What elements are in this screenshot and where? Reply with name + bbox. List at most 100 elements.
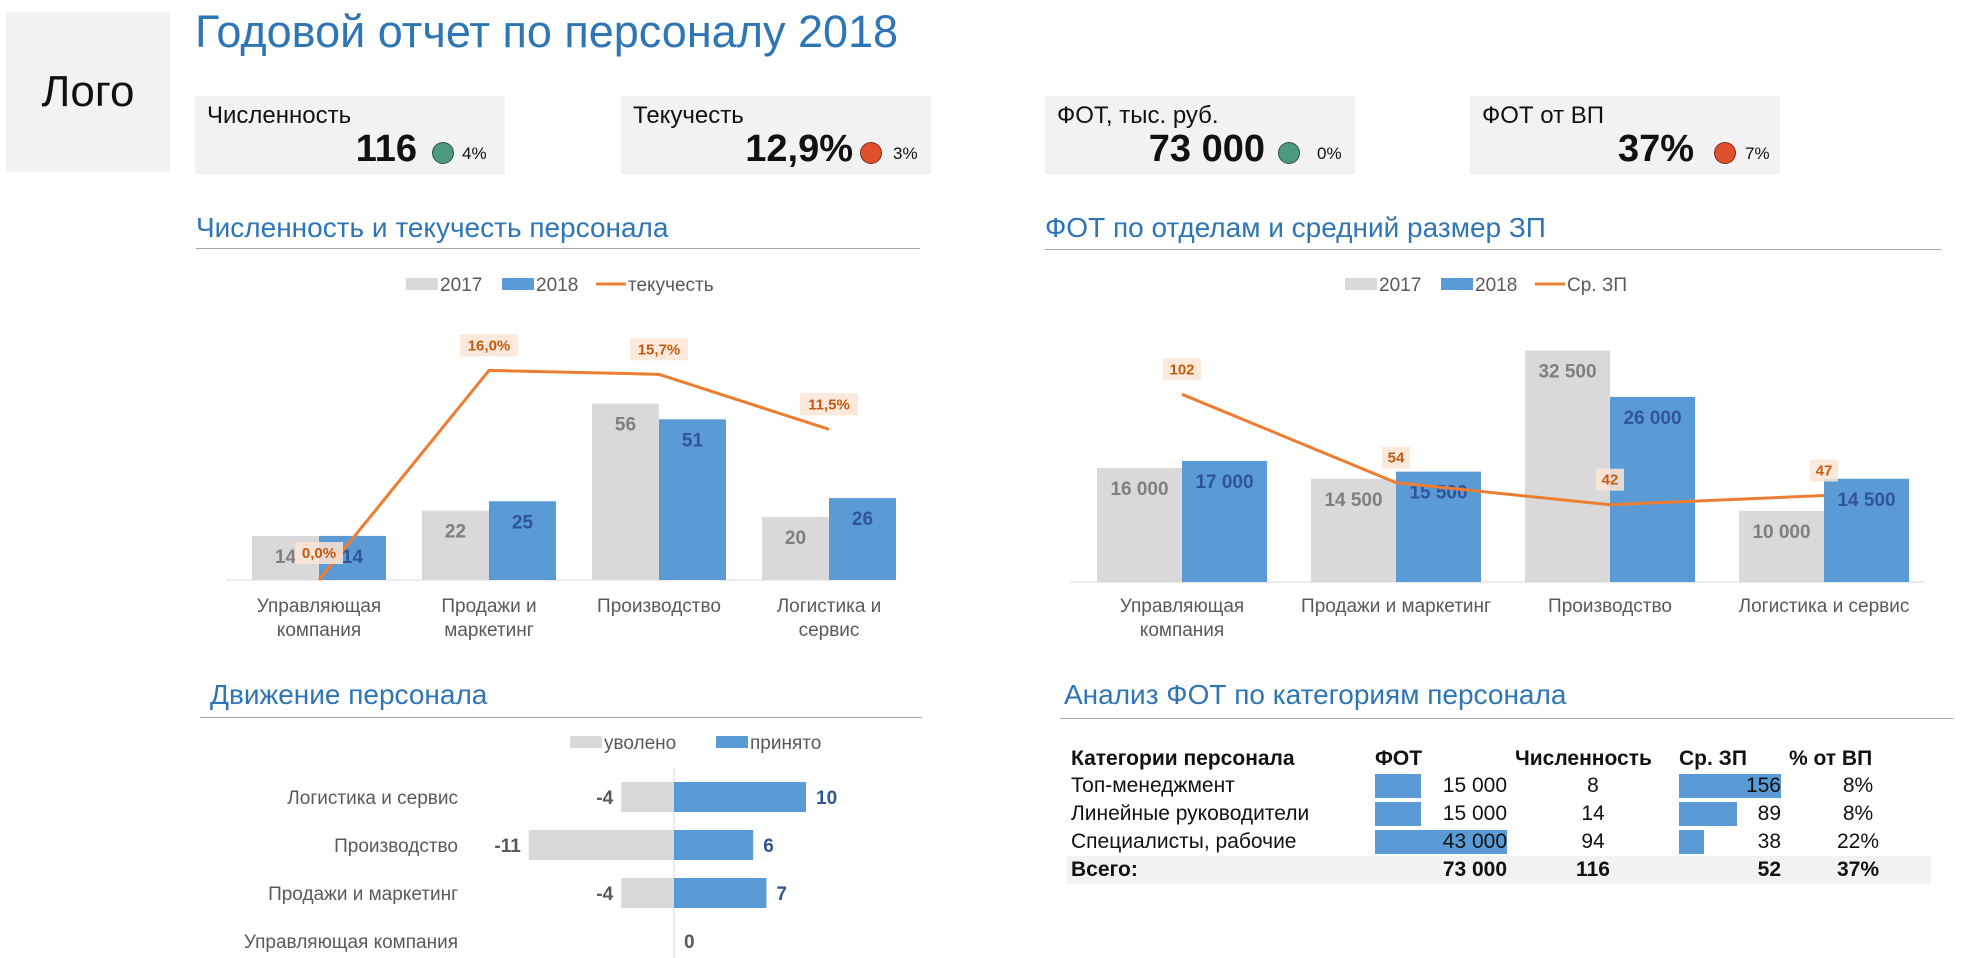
bar-2017 bbox=[1097, 468, 1182, 582]
kpi-label: Текучесть bbox=[633, 102, 744, 129]
bar-value-label: 20 bbox=[785, 528, 806, 549]
kpi-card-payroll-share: ФОТ от ВП 37% 7% bbox=[1470, 96, 1780, 174]
column-header: Категории персонала bbox=[1071, 746, 1295, 770]
category-cell: Линейные руководители bbox=[1071, 802, 1310, 825]
category-label: Производство bbox=[597, 596, 721, 617]
turnover-line bbox=[317, 368, 830, 581]
legend-label: 2018 bbox=[1475, 275, 1517, 296]
category-label: Продажи и маркетинг bbox=[268, 884, 458, 905]
kpi-label: Численность bbox=[207, 102, 352, 129]
bar-value-label: 7 bbox=[776, 884, 787, 905]
data-label-background bbox=[1382, 446, 1410, 469]
line-value-label: 16,0% bbox=[468, 337, 511, 354]
payroll-value: 43 000 bbox=[1442, 830, 1507, 853]
avg-salary-value: 89 bbox=[1757, 802, 1781, 825]
legend-swatch bbox=[716, 736, 748, 748]
table-header-row: Категории персонала ФОТ Численность Ср. … bbox=[1067, 745, 1931, 772]
status-dot-icon bbox=[432, 142, 454, 164]
avg-salary-line bbox=[1181, 392, 1825, 507]
section-title-movement: Движение персонала bbox=[210, 679, 488, 710]
data-label-background bbox=[460, 334, 518, 357]
payroll-cell: 43 000 bbox=[1371, 828, 1511, 856]
line-value-label: 54 bbox=[1388, 450, 1405, 467]
data-label-background bbox=[1596, 468, 1624, 491]
kpi-value: 12,9% bbox=[745, 128, 853, 170]
category-label: Логистика и сервис bbox=[287, 788, 458, 809]
bar-value-label: 17 000 bbox=[1195, 472, 1253, 493]
kpi-value: 37% bbox=[1617, 128, 1694, 170]
category-label: Управляющая bbox=[1120, 596, 1244, 617]
payroll-value: 15 000 bbox=[1442, 774, 1507, 797]
bar-2017 bbox=[422, 510, 489, 580]
kpi-card-turnover: Текучесть 12,9% 3% bbox=[621, 96, 931, 174]
legend-swatch bbox=[1441, 278, 1473, 290]
bar-value-label: 10 000 bbox=[1752, 522, 1810, 543]
avg-salary-value: 156 bbox=[1745, 774, 1781, 797]
section-divider bbox=[200, 717, 922, 718]
kpi-value: 73 000 bbox=[1148, 128, 1265, 170]
headcount-cell: 94 bbox=[1581, 830, 1605, 853]
section-title-analysis: Анализ ФОТ по категориям персонала bbox=[1064, 679, 1567, 710]
kpi-value: 116 bbox=[355, 128, 417, 170]
category-label: Логистика и bbox=[777, 596, 882, 617]
bar-2017 bbox=[1739, 510, 1824, 582]
legend-label: текучесть bbox=[628, 275, 714, 296]
kpi-label: ФОТ от ВП bbox=[1482, 102, 1604, 129]
category-label: компания bbox=[1140, 620, 1224, 641]
headcount-turnover-chart: 2017 2018 текучесть 14 14 Управляющая компания… bbox=[226, 275, 896, 641]
kpi-change: 4% bbox=[462, 144, 487, 163]
line-value-label: 11,5% bbox=[808, 396, 850, 413]
category-label: Управляющая bbox=[257, 596, 381, 617]
section-divider bbox=[196, 248, 920, 249]
avg-salary-data-bar bbox=[1679, 830, 1704, 854]
total-payroll: 73 000 bbox=[1371, 856, 1511, 884]
payroll-cell: 15 000 bbox=[1371, 772, 1511, 800]
category-label: маркетинг bbox=[444, 620, 533, 641]
total-label: Всего: bbox=[1067, 856, 1371, 884]
total-share: 37% bbox=[1785, 856, 1931, 884]
column-header: Ср. ЗП bbox=[1679, 746, 1747, 770]
section-title-headcount: Численность и текучесть персонала bbox=[196, 212, 669, 243]
legend-swatch bbox=[406, 278, 438, 290]
staff-movement-chart: уволено принято Логистика и сервис -4 10 Прои… bbox=[244, 733, 837, 958]
table-row: Линейные руководители 15 000 14 89 8% bbox=[1067, 800, 1931, 828]
bar-value-label: 0 bbox=[684, 932, 695, 953]
data-label-background bbox=[1163, 358, 1201, 381]
avg-salary-value: 38 bbox=[1757, 830, 1781, 853]
bar-value-label: 14 bbox=[342, 547, 364, 568]
bar-dismissed bbox=[621, 782, 674, 812]
section-divider bbox=[1060, 718, 1954, 719]
bar-2017 bbox=[762, 517, 829, 580]
data-label-background bbox=[630, 338, 688, 361]
category-label: Управляющая компания bbox=[244, 932, 458, 953]
bar-value-label: 16 000 bbox=[1110, 479, 1168, 500]
status-dot-icon bbox=[1714, 142, 1736, 164]
category-cell: Топ-менеджмент bbox=[1071, 774, 1235, 797]
bar-value-label: 25 bbox=[512, 512, 534, 533]
bar-2018 bbox=[1182, 460, 1267, 582]
legend-swatch bbox=[1345, 278, 1377, 290]
bar-hired bbox=[674, 782, 806, 812]
line-value-label: 0,0% bbox=[302, 545, 336, 562]
category-label: сервис bbox=[799, 620, 860, 641]
payroll-data-bar bbox=[1375, 802, 1422, 826]
bar-value-label: 10 bbox=[816, 788, 837, 809]
bar-2017 bbox=[592, 403, 659, 580]
section-divider bbox=[1045, 249, 1941, 250]
avg-salary-cell: 38 bbox=[1675, 828, 1785, 856]
avg-salary-cell: 156 bbox=[1675, 772, 1785, 800]
bar-2018 bbox=[1824, 478, 1909, 582]
legend-swatch bbox=[502, 278, 534, 290]
section-title-payroll: ФОТ по отделам и средний размер ЗП bbox=[1045, 212, 1546, 243]
category-label: Производство bbox=[334, 836, 458, 857]
headcount-cell: 14 bbox=[1581, 802, 1605, 825]
bar-2018 bbox=[1610, 396, 1695, 582]
bar-value-label: 14 500 bbox=[1837, 490, 1895, 511]
bar-hired bbox=[674, 830, 754, 860]
kpi-card-payroll: ФОТ, тыс. руб. 73 000 0% bbox=[1045, 96, 1355, 174]
line-value-label: 42 bbox=[1602, 472, 1619, 489]
legend-label: 2018 bbox=[536, 275, 578, 296]
bar-value-label: -11 bbox=[494, 836, 521, 857]
category-label: Логистика и сервис bbox=[1739, 596, 1910, 617]
bar-value-label: 6 bbox=[763, 836, 774, 857]
